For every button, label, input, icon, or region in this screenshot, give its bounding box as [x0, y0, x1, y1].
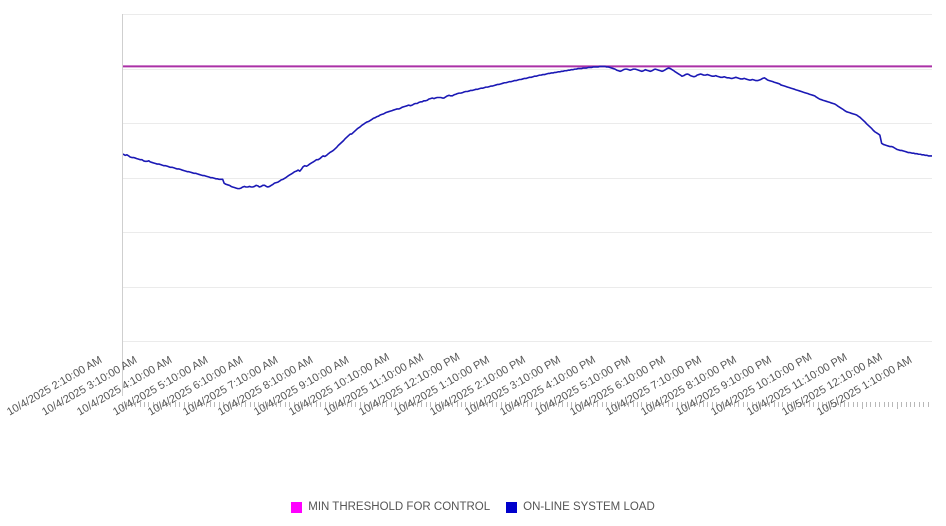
- legend-swatch-icon: [291, 501, 303, 513]
- legend-entry[interactable]: MIN THRESHOLD FOR CONTROL: [291, 501, 490, 514]
- x-axis-ticks-svg: [122, 402, 933, 409]
- legend-label: ON-LINE SYSTEM LOAD: [523, 500, 655, 513]
- legend-entry[interactable]: ON-LINE SYSTEM LOAD: [506, 501, 655, 514]
- x-axis-ticks: [122, 396, 933, 409]
- x-axis-tick-labels: 10/4/2025 2:10:00 AM 10/4/2025 3:10:00 AM…: [0, 351, 946, 492]
- load-line: [122, 65, 932, 190]
- chart-legend: MIN THRESHOLD FOR CONTROL ON-LINE SYSTEM …: [0, 497, 946, 517]
- gridlines: [122, 14, 932, 342]
- legend-swatch-icon: [506, 501, 518, 513]
- plot-svg: [122, 14, 932, 342]
- plot-area: [122, 14, 932, 396]
- load-line-series: [122, 65, 932, 190]
- y-axis-line: [122, 14, 123, 396]
- legend-label: MIN THRESHOLD FOR CONTROL: [308, 500, 491, 513]
